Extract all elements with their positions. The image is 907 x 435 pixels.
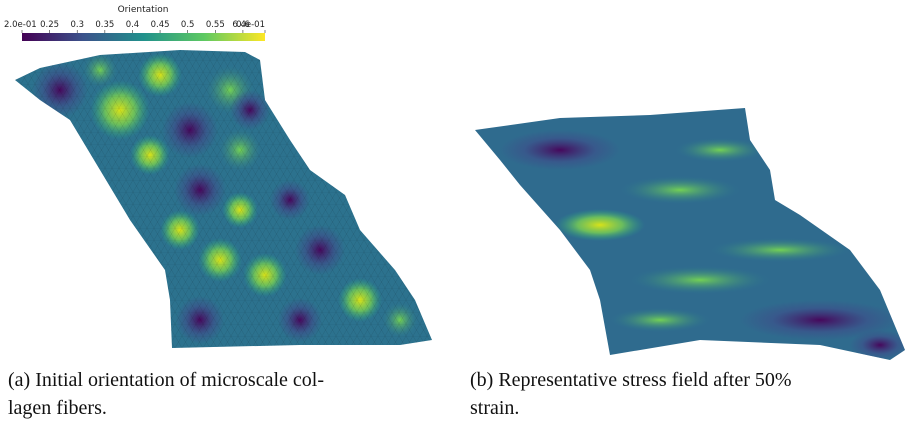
caption-line: (b) Representative stress field after 50…	[470, 366, 792, 394]
mesh-image-a	[0, 40, 440, 360]
colorbar-title: Orientation	[118, 5, 169, 15]
caption-line: lagen fibers.	[8, 394, 324, 422]
colorbar-tick-label: 0.3	[70, 20, 84, 30]
colorbar-tick-label: 0.35	[95, 20, 114, 30]
caption-b: (b) Representative stress field after 50…	[470, 366, 792, 422]
colorbar-tick-label: 0.5	[181, 20, 195, 30]
colorbar-tick-label: 6.4e-01	[232, 20, 265, 30]
colorbar-tick-label: 0.45	[151, 20, 170, 30]
colorbar	[22, 33, 265, 41]
colorbar-tick-label: 2.0e-01	[4, 20, 37, 30]
colorbar-tick-label: 0.4	[126, 20, 140, 30]
stress-image-b	[470, 100, 907, 360]
caption-a: (a) Initial orientation of microscale co…	[8, 366, 324, 422]
figure: Orientation 2.0e-010.25 0.3 0.35 0.4 0.45 0.5…	[0, 0, 907, 435]
colorbar-tick-label: 0.55	[206, 20, 225, 30]
caption-line: strain.	[470, 394, 792, 422]
colorbar-tick-label: 0.25	[40, 20, 59, 30]
caption-line: (a) Initial orientation of microscale co…	[8, 366, 324, 394]
